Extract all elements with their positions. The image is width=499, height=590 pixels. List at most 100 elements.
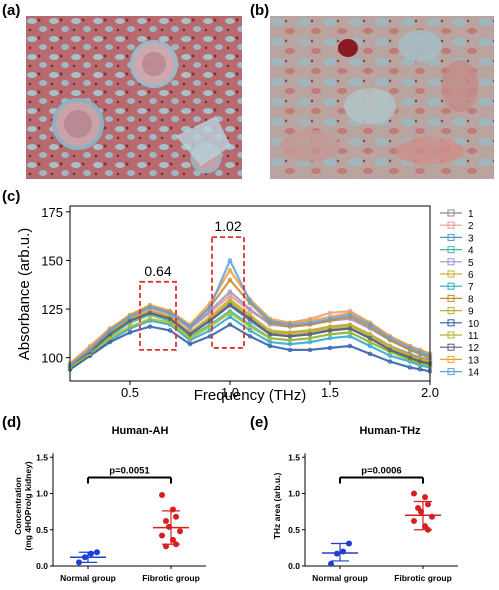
spectrum-point-14 xyxy=(417,349,423,354)
absorbance-y-axis: 100 125 150 175 xyxy=(41,205,70,366)
spectrum-point-10 xyxy=(417,367,423,372)
legend-marker-2 xyxy=(447,221,455,229)
spectrum-point-10 xyxy=(267,343,273,349)
spectrum-point-12 xyxy=(167,316,173,321)
spectrum-point-12 xyxy=(307,332,313,337)
spectrum-point-14 xyxy=(187,324,193,329)
spectrum-point-14 xyxy=(247,299,253,304)
spectrum-point-10 xyxy=(307,347,313,353)
spectrum-point-14 xyxy=(347,312,353,318)
y-tick-label: 100 xyxy=(41,351,63,366)
legend-marker-5 xyxy=(447,258,455,266)
panel-label-e: (e) xyxy=(250,414,269,431)
absorbance-plot-frame xyxy=(69,205,431,382)
legend-label-4: 4 xyxy=(468,246,474,257)
absorbance-x-axis: 0.5 1.0 1.5 2.0 xyxy=(121,381,439,400)
p-value-label: p=0.0051 xyxy=(109,466,150,477)
spectrum-point-12 xyxy=(327,328,333,333)
data-point xyxy=(422,494,428,501)
spectrum-point-11 xyxy=(247,324,253,329)
data-point xyxy=(425,501,431,508)
panel-label-b: (b) xyxy=(250,2,270,19)
legend-label-5: 5 xyxy=(468,258,474,269)
spectrum-point-13 xyxy=(227,267,233,273)
data-point xyxy=(159,532,165,539)
histology-image-b xyxy=(270,16,494,179)
legend-marker-4 xyxy=(447,246,455,254)
x-tick-label: Fibrotic group xyxy=(142,573,200,583)
peak-label-1: 0.64 xyxy=(144,263,171,279)
peak-label-2: 1.02 xyxy=(214,218,241,234)
y-tick-label: 1.0 xyxy=(288,489,300,499)
legend-label-7: 7 xyxy=(468,282,474,293)
data-point xyxy=(159,491,165,498)
spectrum-point-14 xyxy=(147,304,153,310)
spectrum-line-13 xyxy=(69,268,431,365)
spectrum-point-12 xyxy=(347,326,353,331)
human-ah-plot-area: 0.0 0.5 1.0 1.5 Normal group Fibrotic group p=… xyxy=(36,452,206,583)
spectrum-point-10 xyxy=(387,359,393,364)
spectrum-point-12 xyxy=(387,347,393,353)
legend-label-6: 6 xyxy=(468,270,474,281)
spectrum-point-12 xyxy=(287,334,293,339)
legend-marker-8 xyxy=(447,294,455,302)
peak-box-2 xyxy=(211,236,245,349)
histology-image-a xyxy=(26,16,242,179)
data-point xyxy=(88,550,94,557)
spectrum-point-14 xyxy=(387,335,393,341)
spectrum-point-14 xyxy=(207,304,213,310)
spectrum-point-10 xyxy=(367,351,373,356)
spectrum-point-14 xyxy=(267,318,273,323)
p-value-label: p=0.0006 xyxy=(361,466,401,477)
spectrum-point-5 xyxy=(247,306,253,312)
peak-box-1 xyxy=(139,280,177,351)
spectrum-line-12 xyxy=(69,303,431,367)
spectrum-point-10 xyxy=(347,343,353,349)
x-tick-label: 1.0 xyxy=(221,385,239,400)
human-thz-plot-area: 0.0 0.5 1.0 1.5 Normal group Fibrotic group p=… xyxy=(288,452,458,583)
human-thz-title: Human-THz xyxy=(359,425,421,437)
y-tick-label: 1.0 xyxy=(36,489,48,499)
legend-label-10: 10 xyxy=(468,319,480,330)
spectrum-point-12 xyxy=(227,302,233,308)
spectrum-point-10 xyxy=(287,347,293,353)
spectrum-point-14 xyxy=(87,347,93,353)
spectrum-point-12 xyxy=(417,359,423,364)
y-tick-label: 0.5 xyxy=(36,525,48,535)
data-point xyxy=(411,490,417,497)
spectrum-point-11 xyxy=(227,310,233,316)
spectrum-point-14 xyxy=(367,322,373,327)
panel-label-c: (c) xyxy=(2,188,21,205)
spectrum-point-14 xyxy=(227,258,233,263)
spectrum-line-11 xyxy=(69,311,431,369)
human-ah-y-label-line2: (mg 4HOPro/g kidney) xyxy=(23,461,33,550)
x-tick-label: 0.5 xyxy=(121,385,139,400)
spectrum-point-14 xyxy=(287,322,293,327)
human-thz-chart: Human-THz THz area (arb.u.) 0.0 0.5 1.0 1.5… xyxy=(272,425,458,583)
legend-label-2: 2 xyxy=(468,221,474,232)
spectrum-point-10 xyxy=(327,345,333,351)
legend-label-3: 3 xyxy=(468,233,474,244)
legend-marker-9 xyxy=(447,307,455,315)
human-ah-y-label-line1: Concentration xyxy=(13,477,23,535)
spectrum-point-14 xyxy=(407,345,413,351)
data-point xyxy=(163,518,169,525)
legend-marker-11 xyxy=(447,331,455,339)
spectrum-line-6 xyxy=(69,297,431,369)
spectrum-point-10 xyxy=(247,334,253,339)
legend-label-12: 12 xyxy=(468,343,480,354)
x-tick-label: Normal group xyxy=(312,573,368,583)
human-thz-y-label: THz area (arb.u.) xyxy=(272,473,282,540)
legend-marker-12 xyxy=(447,343,455,351)
y-tick-label: 1.5 xyxy=(36,452,48,462)
spectrum-point-5 xyxy=(227,289,233,294)
spectrum-point-10 xyxy=(187,341,193,347)
data-point xyxy=(411,518,417,525)
spectrum-point-12 xyxy=(147,310,153,316)
spectrum-line-7 xyxy=(69,315,431,371)
panel-label-d: (d) xyxy=(2,414,22,431)
x-tick-label: 2.0 xyxy=(421,385,439,400)
legend-marker-14 xyxy=(447,368,455,376)
spectrum-point-12 xyxy=(187,332,193,337)
y-tick-label: 150 xyxy=(41,253,63,268)
